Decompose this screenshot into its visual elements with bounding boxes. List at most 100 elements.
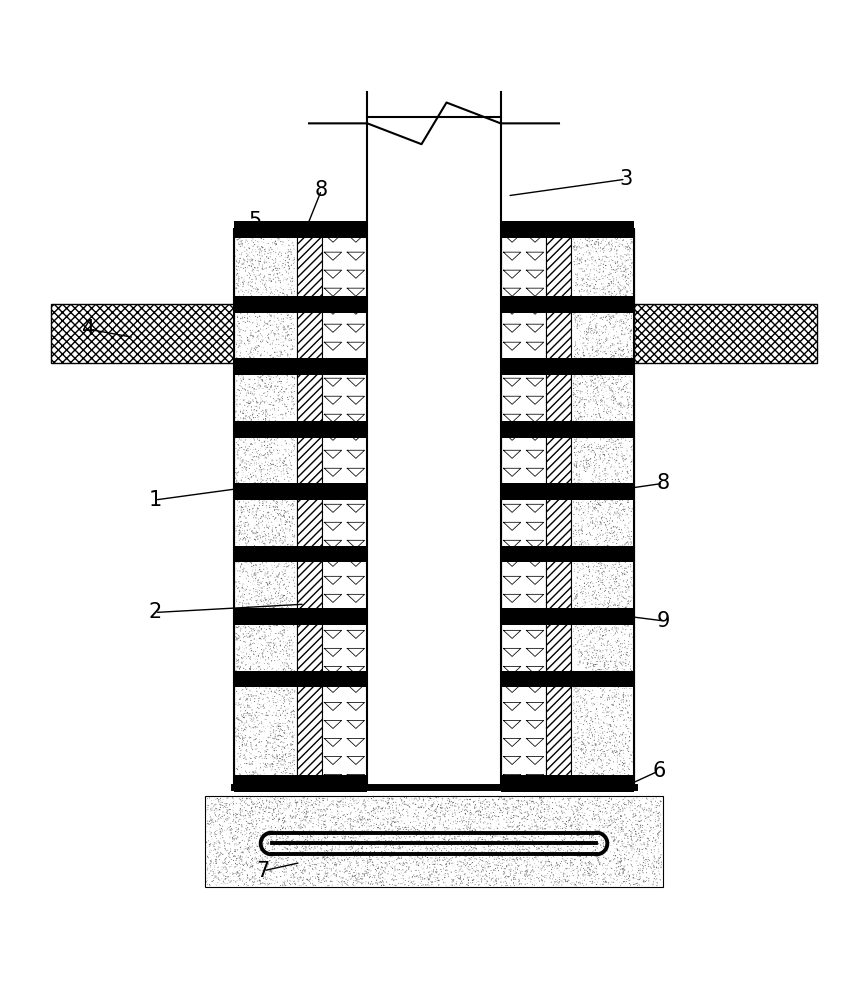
Point: [264, 720, 278, 736]
Point: [350, 855, 364, 871]
Point: [227, 849, 240, 865]
Point: [271, 732, 285, 748]
Point: [256, 402, 270, 418]
Point: [490, 853, 504, 869]
Point: [285, 297, 299, 313]
Point: [313, 858, 327, 874]
Point: [273, 289, 287, 305]
Point: [298, 859, 312, 875]
Point: [381, 857, 395, 873]
Point: [462, 811, 476, 827]
Point: [431, 872, 445, 888]
Point: [369, 833, 383, 849]
Point: [248, 861, 262, 877]
Point: [638, 800, 652, 816]
Point: [252, 414, 266, 430]
Point: [507, 875, 521, 891]
Point: [350, 853, 364, 869]
Point: [630, 829, 644, 845]
Point: [413, 850, 427, 866]
Point: [582, 517, 596, 533]
Point: [237, 289, 251, 305]
Point: [244, 687, 258, 703]
Point: [252, 622, 266, 638]
Point: [271, 374, 285, 390]
Point: [510, 834, 523, 850]
Point: [275, 345, 289, 361]
Point: [235, 366, 249, 382]
Point: [272, 760, 286, 776]
Point: [397, 797, 411, 813]
Point: [457, 824, 471, 840]
Point: [239, 671, 253, 687]
Point: [238, 613, 252, 629]
Point: [575, 626, 589, 642]
Point: [325, 794, 339, 810]
Point: [250, 587, 264, 603]
Point: [585, 224, 599, 240]
Point: [304, 870, 318, 886]
Point: [576, 797, 590, 813]
Point: [486, 824, 500, 840]
Point: [256, 461, 270, 477]
Point: [617, 365, 631, 381]
Point: [593, 497, 607, 513]
Point: [450, 868, 464, 884]
Point: [424, 866, 438, 882]
Point: [602, 422, 616, 438]
Point: [239, 432, 253, 448]
Point: [603, 249, 617, 265]
Point: [259, 291, 273, 307]
Point: [283, 311, 297, 327]
Point: [354, 811, 368, 827]
Point: [345, 838, 359, 854]
Point: [510, 800, 524, 816]
Point: [229, 710, 243, 726]
Point: [577, 692, 591, 708]
Point: [308, 833, 322, 849]
Point: [608, 463, 622, 479]
Point: [233, 576, 247, 592]
Point: [247, 852, 261, 868]
Point: [578, 632, 592, 648]
Point: [615, 256, 629, 272]
Point: [607, 558, 621, 574]
Point: [402, 822, 416, 838]
Point: [234, 335, 248, 351]
Point: [487, 874, 501, 890]
Point: [611, 681, 625, 697]
Point: [245, 290, 259, 306]
Point: [244, 384, 258, 400]
Point: [576, 736, 590, 752]
Bar: [297, 229, 321, 787]
Point: [586, 793, 600, 809]
Point: [593, 857, 607, 873]
Point: [328, 840, 342, 856]
Point: [598, 622, 612, 638]
Point: [458, 823, 472, 839]
Point: [366, 857, 380, 873]
Point: [525, 828, 539, 844]
Point: [600, 602, 614, 618]
Bar: [501, 483, 634, 500]
Point: [276, 534, 290, 550]
Point: [595, 224, 608, 240]
Point: [618, 301, 632, 317]
Point: [604, 399, 618, 415]
Point: [594, 243, 608, 259]
Point: [285, 835, 299, 851]
Point: [496, 800, 510, 816]
Point: [610, 375, 624, 391]
Point: [457, 820, 470, 836]
Point: [624, 853, 638, 869]
Point: [596, 480, 610, 496]
Point: [582, 439, 595, 455]
Point: [268, 283, 282, 299]
Point: [573, 310, 587, 326]
Point: [437, 875, 450, 891]
Point: [246, 803, 260, 819]
Point: [572, 318, 586, 334]
Point: [503, 823, 517, 839]
Point: [573, 578, 587, 594]
Point: [620, 685, 634, 701]
